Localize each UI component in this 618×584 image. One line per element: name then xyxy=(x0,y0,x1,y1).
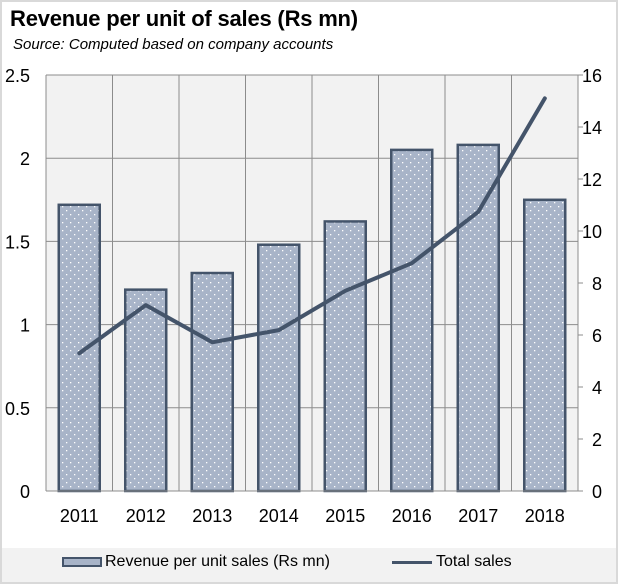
bar-2011 xyxy=(57,203,101,493)
y-right-tick-label: 2 xyxy=(592,430,602,450)
legend-bar-swatch xyxy=(62,557,102,567)
bar-2014 xyxy=(257,243,301,493)
x-tick-label: 2014 xyxy=(259,506,299,526)
y-right-tick-label: 8 xyxy=(592,274,602,294)
y-left-tick-label: 1 xyxy=(20,316,30,336)
bar-2015 xyxy=(323,220,367,493)
line-total-sales xyxy=(77,96,547,356)
legend: Revenue per unit sales (Rs mn) Total sal… xyxy=(2,548,616,582)
x-tick-label: 2016 xyxy=(392,506,432,526)
y-left-tick-label: 1.5 xyxy=(5,232,30,252)
chart-title: Revenue per unit of sales (Rs mn) xyxy=(10,6,358,31)
y-left-tick-label: 2 xyxy=(20,149,30,169)
y-right-tick-label: 4 xyxy=(592,378,602,398)
legend-line-swatch xyxy=(392,560,432,564)
x-tick-label: 2018 xyxy=(525,506,565,526)
y-right-tick-label: 6 xyxy=(592,326,602,346)
x-tick-label: 2012 xyxy=(126,506,166,526)
y-left-tick-label: 0.5 xyxy=(5,399,30,419)
legend-label-revenue: Revenue per unit sales (Rs mn) xyxy=(105,553,330,570)
bar-2017 xyxy=(456,143,500,493)
x-tick-label: 2017 xyxy=(458,506,498,526)
bar-2018 xyxy=(523,198,567,493)
y-right-tick-label: 0 xyxy=(592,482,602,502)
y-right-tick-label: 16 xyxy=(582,66,602,86)
y-left-tick-label: 2.5 xyxy=(5,66,30,86)
legend-item-revenue: Revenue per unit sales (Rs mn) xyxy=(62,553,330,571)
bar-2012 xyxy=(124,288,168,493)
y-left-tick-label: 0 xyxy=(20,482,30,502)
y-right-tick-label: 10 xyxy=(582,222,602,242)
y-right-tick-label: 14 xyxy=(582,118,602,138)
legend-item-total-sales: Total sales xyxy=(392,553,512,571)
chart-subtitle: Source: Computed based on company accoun… xyxy=(13,36,334,53)
legend-label-total-sales: Total sales xyxy=(436,553,512,570)
bar-2016 xyxy=(390,148,434,493)
x-tick-label: 2013 xyxy=(192,506,232,526)
bar-2013 xyxy=(190,271,234,493)
x-tick-label: 2015 xyxy=(325,506,365,526)
y-right-tick-label: 12 xyxy=(582,170,602,190)
x-tick-label: 2011 xyxy=(60,506,99,526)
